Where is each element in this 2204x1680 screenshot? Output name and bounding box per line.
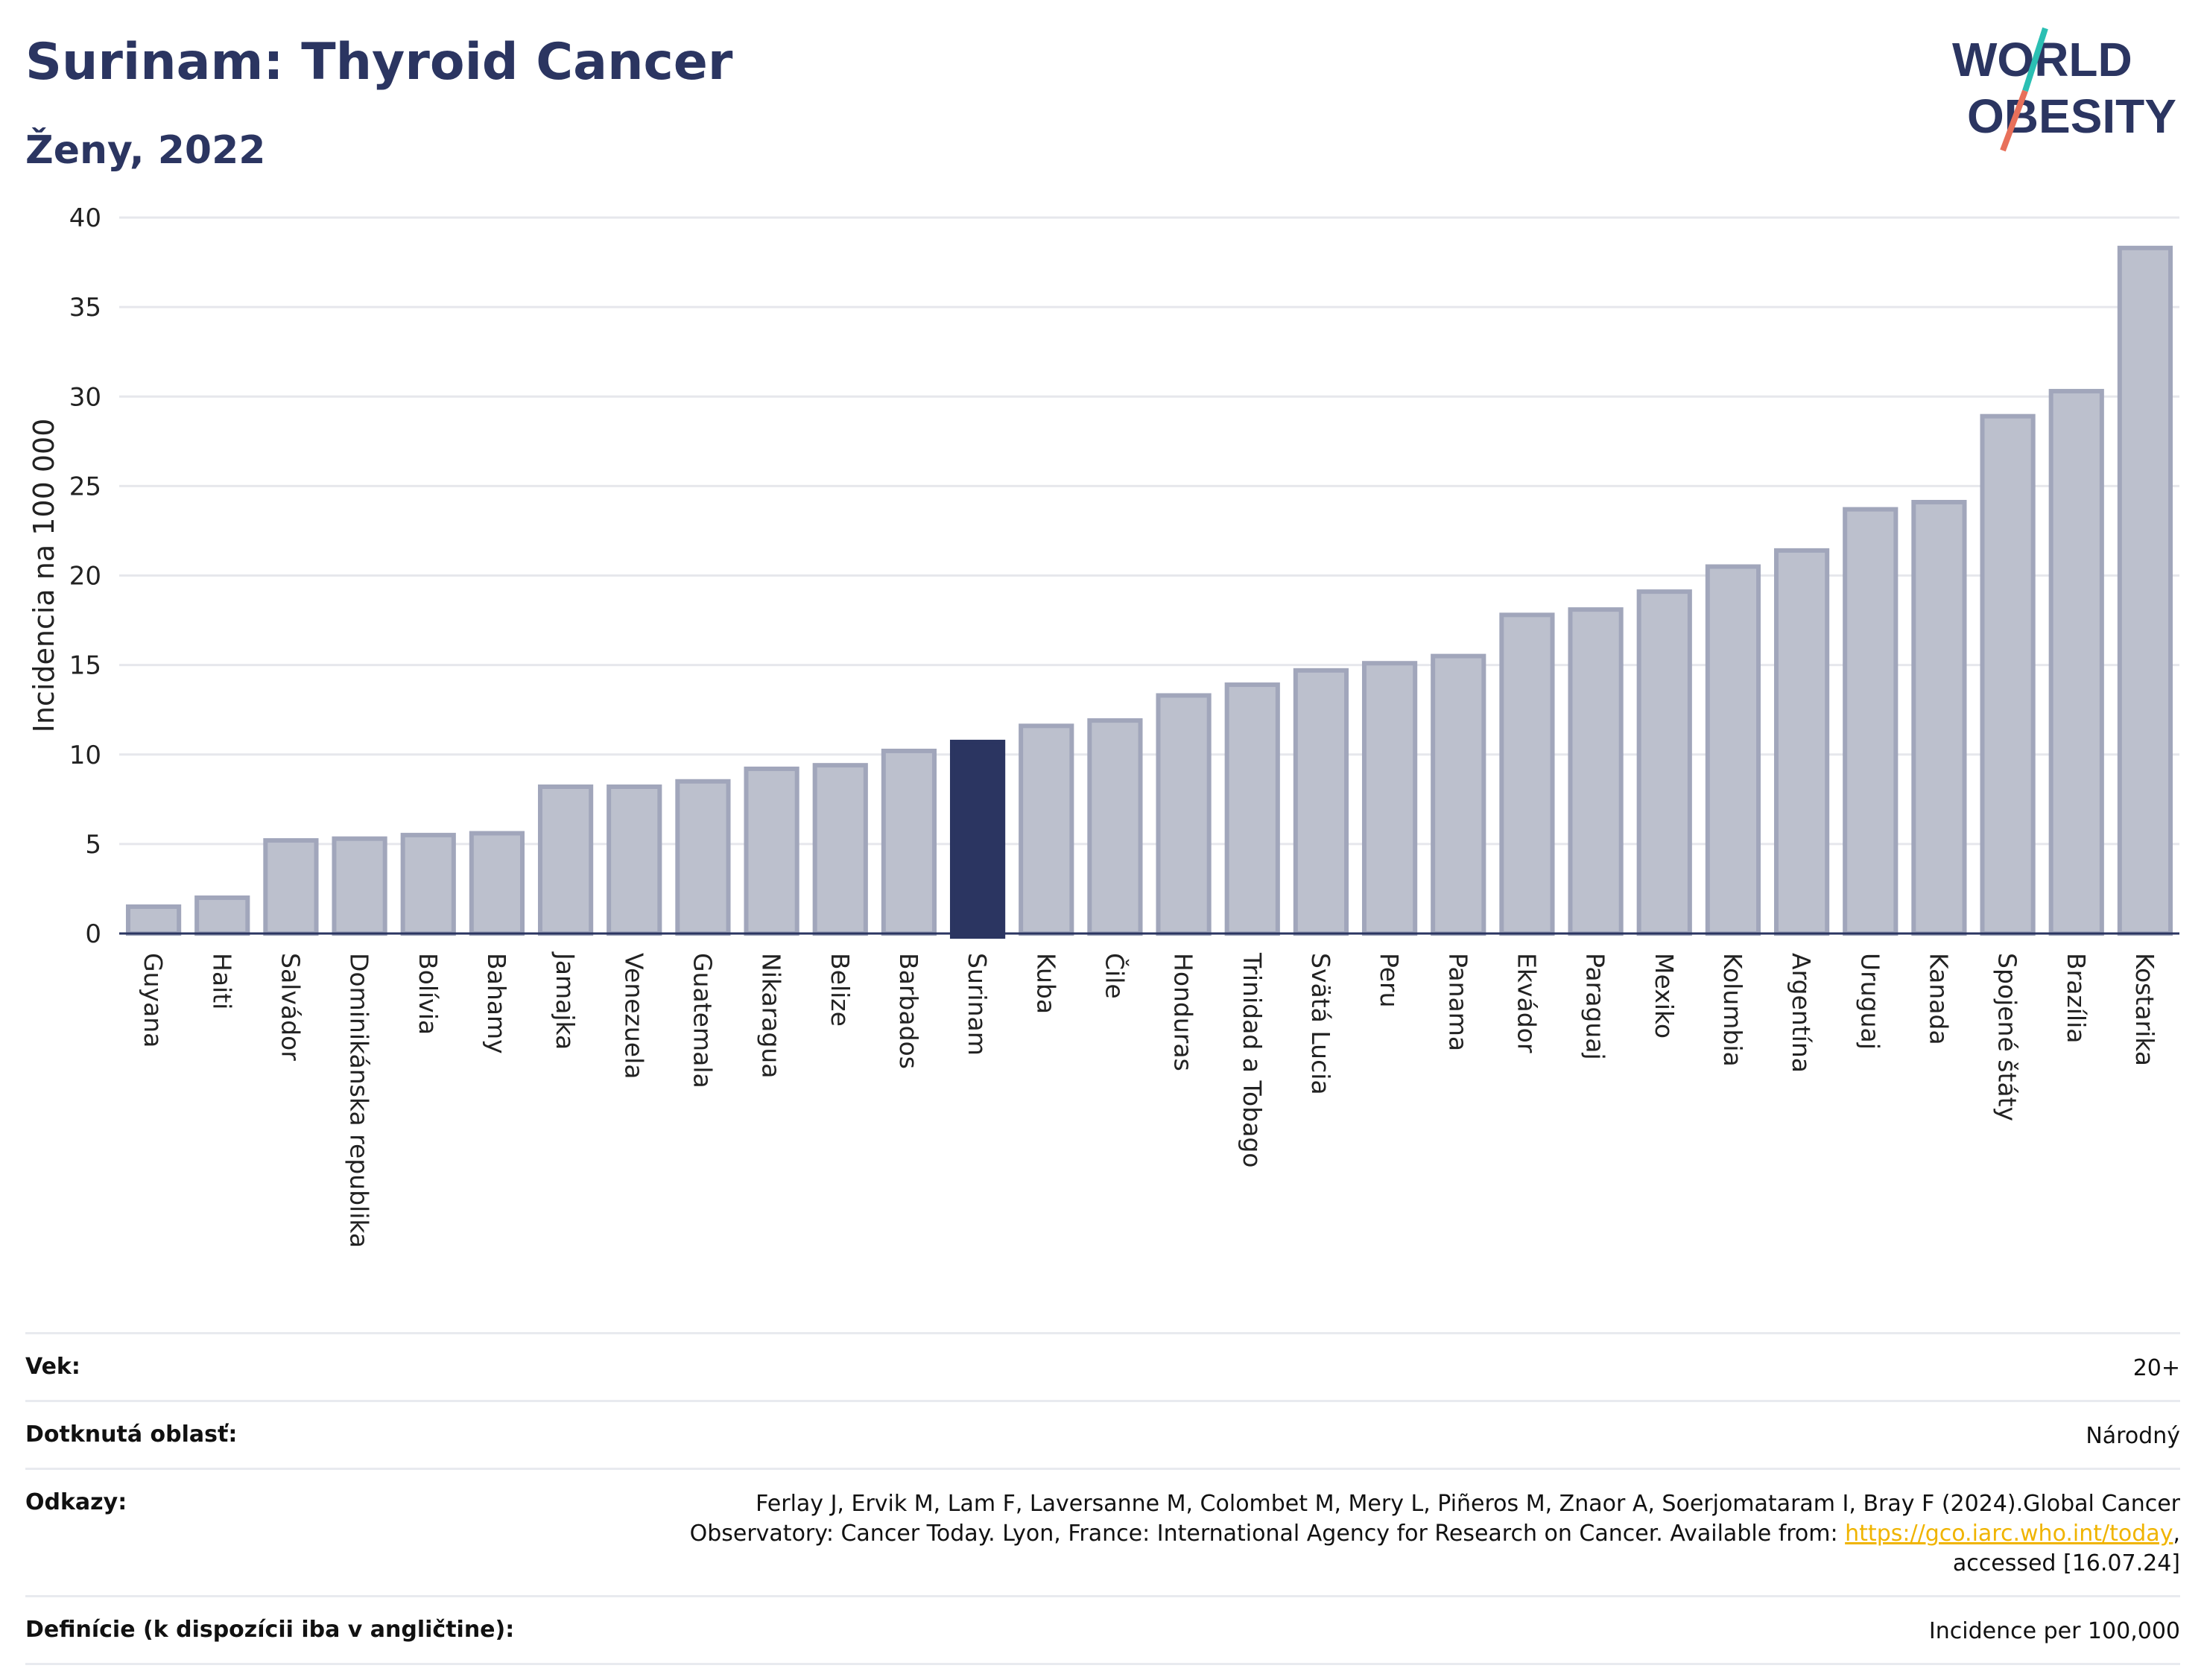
x-axis-labels: Guyana Haiti Salvádor Dominikánska republik… [139,951,2159,1248]
logo-line2: OBESITY [1967,89,2176,143]
x-tick-label: Peru [1375,953,1404,1008]
y-axis-title: Incidencia na 100 000 [28,419,60,733]
meta-key: Dotknutá oblasť: [25,1421,238,1448]
bar-kolumbia[interactable] [1705,564,1761,936]
y-tick-label: 5 [85,830,101,860]
y-axis-ticks: 0 5 10 15 20 25 30 35 40 [69,203,101,949]
bar-haiti[interactable] [194,895,250,936]
reference-suffix: , accessed [16.07.24] [1952,1521,2180,1576]
reference-text: Ferlay J, Ervik M, Lam F, Laversanne M, … [689,1491,2180,1547]
y-tick-label: 0 [85,919,101,949]
chart-subtitle: Ženy, 2022 [25,128,266,173]
x-tick-label: Panama [1443,953,1472,1051]
bar-brazília[interactable] [2048,389,2104,936]
x-tick-label: Guatemala [688,953,717,1088]
bar-guatemala[interactable] [675,779,731,936]
bar-surinam[interactable] [949,739,1006,939]
bar-salvádor[interactable] [263,838,319,936]
x-tick-label: Kostarika [2130,953,2159,1066]
world-obesity-logo: WORLD OBESITY [1952,27,2176,152]
meta-key: Definície (k dispozícii iba v angličtine… [25,1617,515,1643]
bar-čile[interactable] [1087,718,1143,936]
y-tick-label: 20 [69,562,101,592]
meta-value: Národný [2086,1423,2180,1449]
x-tick-label: Dominikánska republika [345,953,374,1248]
logo-slash-top [2022,27,2048,92]
y-tick-label: 10 [69,741,101,770]
bar-jamajka[interactable] [537,784,594,936]
bar-nikaragua[interactable] [744,766,799,936]
meta-row-area: Dotknutá oblasť: Národný [25,1400,2180,1468]
bar-argentína[interactable] [1773,548,1830,936]
meta-key: Odkazy: [25,1489,127,1515]
reference-link[interactable]: https://gco.iarc.who.int/today [1845,1521,2173,1547]
bars [125,245,2173,939]
bar-paraguaj[interactable] [1568,607,1624,936]
bar-belize[interactable] [812,763,868,936]
bar-kostarika[interactable] [2117,245,2173,936]
bar-mexiko[interactable] [1636,589,1692,936]
x-tick-label: Svätá Lucia [1306,953,1335,1095]
logo-slash-bottom [2000,89,2028,152]
x-tick-label: Ekvádor [1512,953,1541,1053]
meta-row-definitions: Definície (k dispozícii iba v angličtine… [25,1595,2180,1665]
bar-guyana[interactable] [125,904,182,936]
bar-trinidad-a-tobago[interactable] [1224,682,1280,936]
bar-kanada[interactable] [1911,499,1967,936]
x-tick-label: Paraguaj [1581,953,1610,1060]
bar-honduras[interactable] [1156,693,1212,936]
x-tick-label: Belize [826,953,855,1027]
x-tick-label: Bolívia [414,953,443,1035]
bar-barbados[interactable] [881,748,937,936]
x-tick-label: Salvádor [276,953,305,1061]
meta-key: Vek: [25,1354,80,1380]
x-tick-label: Haiti [207,953,236,1009]
x-tick-label: Brazília [2062,953,2091,1043]
bar-chart: 0 5 10 15 20 25 30 35 40 Guyana Haiti Salvádor Domi… [28,203,2179,1248]
y-tick-label: 15 [69,651,101,681]
bar-peru[interactable] [1361,661,1418,936]
bar-spojené-štáty[interactable] [1980,413,2036,936]
meta-value: Ferlay J, Ervik M, Lam F, Laversanne M, … [615,1489,2180,1579]
x-tick-label: Uruguaj [1855,953,1884,1050]
bar-panama[interactable] [1431,653,1486,936]
x-tick-label: Barbados [894,953,923,1069]
meta-row-age: Vek: 20+ [25,1332,2180,1400]
x-tick-label: Argentína [1787,953,1816,1073]
x-tick-label: Trinidad a Tobago [1238,952,1267,1168]
x-tick-label: Bahamy [482,953,511,1054]
x-tick-label: Spojené štáty [1993,953,2022,1121]
y-tick-label: 35 [69,293,101,323]
y-tick-label: 40 [69,203,101,233]
bar-svätá-lucia[interactable] [1293,668,1349,936]
x-tick-label: Kuba [1031,953,1060,1014]
bar-venezuela[interactable] [607,784,662,936]
x-tick-label: Jamajka [551,951,580,1050]
y-tick-label: 25 [69,472,101,501]
x-tick-label: Mexiko [1650,953,1679,1039]
x-tick-label: Čile [1100,953,1130,999]
x-tick-label: Surinam [963,953,992,1056]
y-tick-label: 30 [69,382,101,412]
x-tick-label: Nikaragua [757,953,786,1078]
metadata-table: Vek: 20+ Dotknutá oblasť: Národný Odkazy… [25,1332,2180,1665]
bar-dominikánska-republika[interactable] [332,836,387,936]
x-tick-label: Kanada [1924,953,1953,1045]
bar-uruguaj[interactable] [1843,507,1899,936]
x-tick-label: Venezuela [619,953,648,1079]
x-tick-label: Kolumbia [1718,953,1747,1067]
bar-bolívia[interactable] [400,832,456,936]
bar-kuba[interactable] [1019,723,1074,936]
bar-bahamy[interactable] [469,831,525,936]
meta-row-references: Odkazy: Ferlay J, Ervik M, Lam F, Lavers… [25,1468,2180,1595]
meta-value: Incidence per 100,000 [1928,1618,2180,1644]
x-tick-label: Honduras [1169,953,1198,1071]
chart-title: Surinam: Thyroid Cancer [25,33,733,92]
bar-ekvádor[interactable] [1499,612,1555,936]
x-tick-label: Guyana [139,953,168,1047]
meta-value: 20+ [2132,1355,2180,1381]
